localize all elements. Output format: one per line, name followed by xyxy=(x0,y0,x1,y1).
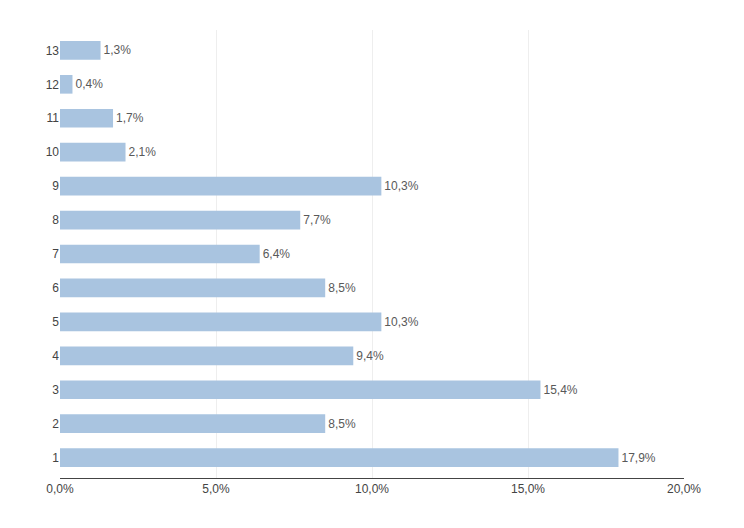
svg-text:1: 1 xyxy=(52,451,59,465)
svg-text:7: 7 xyxy=(52,247,59,261)
svg-text:20,0%: 20,0% xyxy=(667,482,701,496)
svg-text:2: 2 xyxy=(52,417,59,431)
svg-text:0,0%: 0,0% xyxy=(46,482,74,496)
svg-text:9: 9 xyxy=(52,179,59,193)
svg-text:9,4%: 9,4% xyxy=(356,349,384,363)
svg-text:1,7%: 1,7% xyxy=(116,111,144,125)
svg-text:10,0%: 10,0% xyxy=(355,482,389,496)
svg-text:15,0%: 15,0% xyxy=(511,482,545,496)
svg-text:10: 10 xyxy=(46,145,60,159)
svg-text:13: 13 xyxy=(46,44,60,58)
svg-text:10,3%: 10,3% xyxy=(384,179,418,193)
svg-text:8: 8 xyxy=(52,213,59,227)
svg-text:12: 12 xyxy=(46,78,60,92)
svg-text:1,3%: 1,3% xyxy=(104,43,132,57)
svg-text:6: 6 xyxy=(52,281,59,295)
svg-text:10,3%: 10,3% xyxy=(384,315,418,329)
svg-text:8,5%: 8,5% xyxy=(328,281,356,295)
svg-text:6,4%: 6,4% xyxy=(263,247,291,261)
svg-text:5: 5 xyxy=(52,315,59,329)
svg-text:17,9%: 17,9% xyxy=(621,451,655,465)
svg-text:0,4%: 0,4% xyxy=(75,77,103,91)
svg-text:4: 4 xyxy=(52,349,59,363)
svg-text:7,7%: 7,7% xyxy=(303,213,331,227)
svg-text:5,0%: 5,0% xyxy=(202,482,230,496)
svg-text:2,1%: 2,1% xyxy=(129,145,157,159)
svg-text:11: 11 xyxy=(47,111,60,125)
svg-text:8,5%: 8,5% xyxy=(328,417,356,431)
svg-text:3: 3 xyxy=(52,383,59,397)
svg-text:15,4%: 15,4% xyxy=(543,383,577,397)
